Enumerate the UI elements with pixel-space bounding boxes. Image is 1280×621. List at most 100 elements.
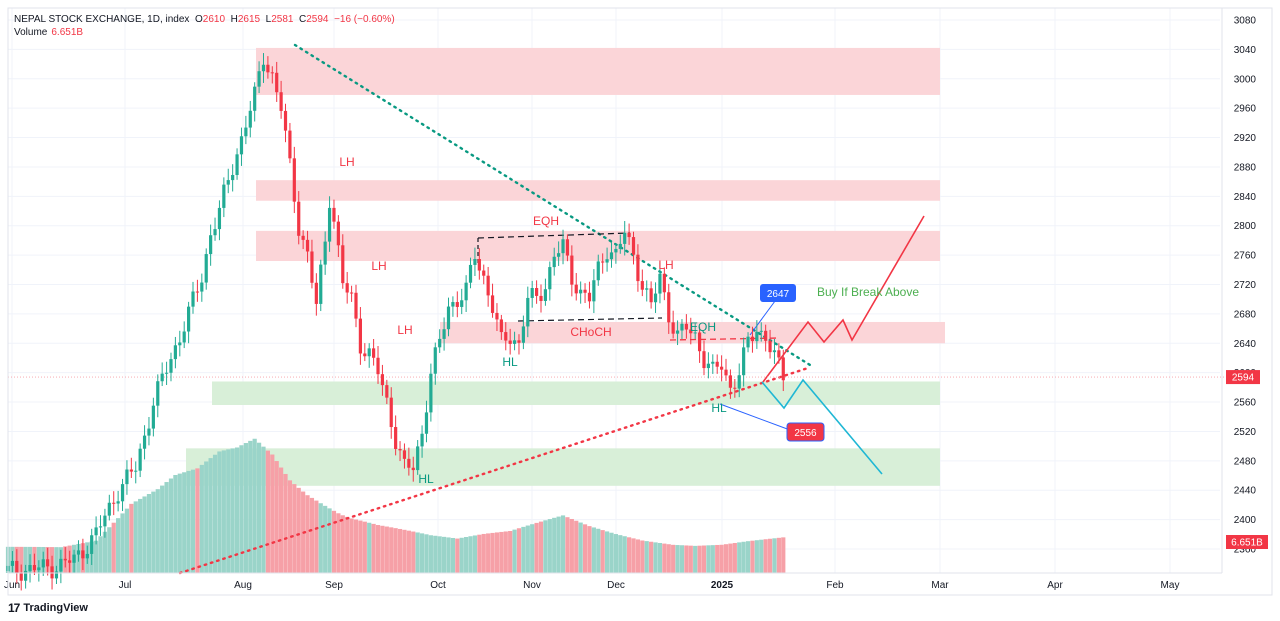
candle-14: [68, 550, 72, 574]
candle-body-154: [684, 323, 688, 330]
candle-44: [200, 273, 204, 302]
candle-62: [279, 80, 283, 119]
candle-168: [746, 332, 750, 353]
candle-body-134: [596, 261, 600, 281]
candle-body-138: [614, 248, 618, 253]
candle-67: [301, 230, 305, 250]
candle-body-38: [173, 345, 177, 360]
candle-body-6: [32, 565, 37, 571]
candle-35: [160, 362, 164, 387]
x-tick-Sep: Sep: [325, 580, 343, 591]
candle-42: [191, 281, 195, 314]
candle-150: [667, 283, 671, 334]
volume-bar-168: [745, 541, 751, 573]
brand-footer[interactable]: 17 TradingView: [8, 601, 88, 615]
volume-bar-74: [331, 510, 337, 573]
candle-133: [592, 269, 596, 314]
y-tick-2880: 2880: [1234, 162, 1257, 173]
candle-43: [195, 279, 200, 302]
volume-bar-166: [737, 542, 742, 573]
volume-bar-70: [314, 500, 319, 573]
candle-body-53: [239, 136, 244, 155]
volume-bar-25: [116, 518, 121, 573]
candle-body-96: [429, 373, 433, 413]
volume-bar-3: [19, 546, 24, 573]
candle-84: [376, 346, 380, 384]
candle-body-131: [583, 289, 587, 293]
candle-body-47: [213, 229, 217, 236]
candle-147: [653, 282, 658, 313]
volume-bar-43: [195, 468, 200, 573]
volume-bar-88: [393, 528, 398, 573]
candle-169: [750, 326, 755, 353]
candle-body-30: [138, 448, 142, 471]
candle-body-156: [693, 332, 697, 334]
volume-bar-106: [472, 535, 478, 573]
candle-175: [777, 343, 781, 364]
volume-bar-145: [644, 541, 649, 573]
structure-label-hl-8: HL: [418, 472, 434, 486]
volume-bar-53: [239, 445, 244, 573]
volume-bar-28: [129, 503, 134, 573]
candle-body-80: [358, 318, 362, 354]
volume-legend: Volume 6.651B: [14, 26, 83, 39]
volume-bar-131: [582, 524, 588, 573]
volume-bar-172: [763, 539, 768, 573]
volume-bar-103: [459, 537, 464, 573]
candle-body-79: [354, 292, 358, 319]
candle-132: [587, 281, 592, 309]
candle-85: [380, 364, 385, 396]
candle-21: [98, 515, 103, 536]
candle-body-13: [63, 558, 67, 561]
volume-bar-111: [494, 532, 500, 573]
volume-bar-129: [574, 520, 579, 573]
volume-bar-160: [710, 545, 715, 573]
candle-body-15: [72, 554, 76, 563]
candle-body-35: [160, 373, 164, 382]
volume-bar-137: [609, 532, 614, 573]
candle-body-45: [204, 254, 208, 283]
candle-45: [204, 248, 208, 290]
volume-bar-86: [384, 526, 389, 573]
volume-bar-66: [296, 487, 301, 573]
volume-bar-44: [199, 464, 204, 573]
structure-label-eqh-6: EQH: [690, 320, 716, 334]
candle-body-88: [394, 427, 398, 450]
volume-bar-20: [94, 540, 99, 573]
y-tick-2800: 2800: [1234, 221, 1257, 232]
volume-bar-173: [767, 538, 773, 573]
candle-164: [728, 369, 733, 399]
volume-bar-136: [604, 531, 610, 573]
candle-body-175: [777, 350, 781, 358]
candle-body-57: [257, 71, 261, 87]
candle-134: [596, 254, 600, 286]
candle-body-39: [178, 342, 182, 346]
volume-bar-60: [270, 454, 275, 573]
high-value: 2615: [237, 14, 261, 25]
candle-151: [671, 310, 675, 339]
candle-108: [482, 264, 486, 285]
candle-body-82: [367, 348, 371, 357]
demand-zone-4: [212, 381, 940, 405]
candle-81: [363, 343, 367, 362]
y-tick-2440: 2440: [1234, 486, 1257, 497]
volume-bar-121: [538, 521, 544, 573]
volume-bar-58: [261, 446, 266, 573]
candle-13: [63, 547, 67, 568]
candle-128: [570, 245, 574, 297]
candle-54: [244, 115, 248, 145]
candle-body-1: [10, 560, 15, 566]
volume-bar-81: [362, 521, 367, 573]
volume-bar-152: [675, 545, 680, 573]
candle-162: [720, 355, 724, 382]
candle-157: [697, 326, 702, 363]
eqh-box-top: [477, 232, 631, 239]
candle-body-26: [120, 484, 125, 502]
candle-body-139: [618, 243, 622, 249]
candle-body-28: [129, 469, 133, 472]
candle-body-162: [720, 366, 724, 370]
candle-body-98: [438, 338, 442, 348]
candle-3: [19, 564, 23, 591]
candle-66: [297, 191, 301, 245]
